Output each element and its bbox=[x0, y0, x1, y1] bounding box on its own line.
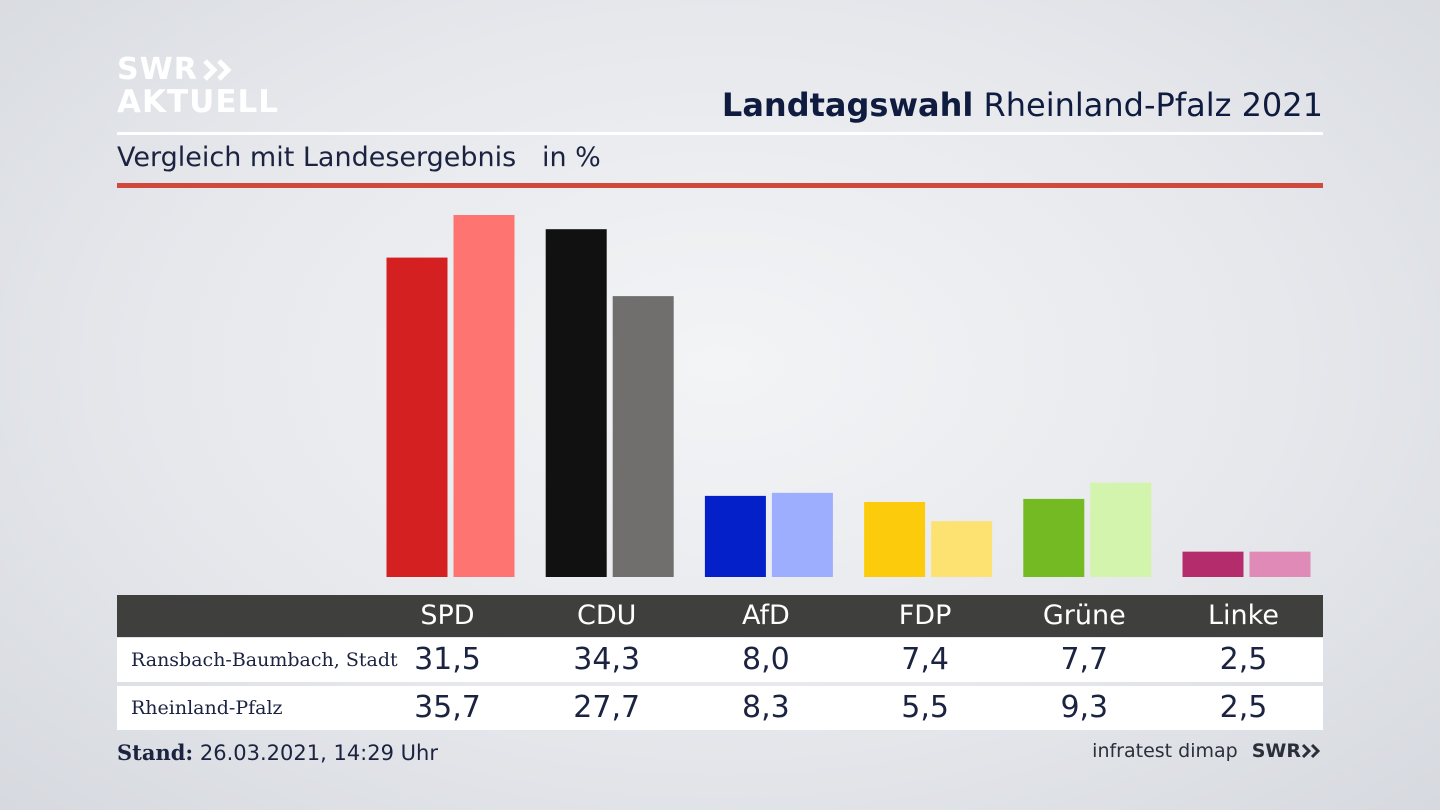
bar-fdp-local bbox=[864, 501, 926, 577]
row-label: Rheinland-Pfalz bbox=[131, 697, 283, 719]
category-label: Linke bbox=[1208, 600, 1279, 631]
value-cell: 5,5 bbox=[901, 690, 949, 725]
value-cell: 35,7 bbox=[414, 690, 481, 725]
title-divider bbox=[117, 132, 1323, 135]
bar-afd-state bbox=[771, 492, 833, 577]
source-brand: SWR bbox=[1251, 740, 1301, 762]
value-cell: 2,5 bbox=[1219, 642, 1268, 677]
bar-grüne-state bbox=[1090, 482, 1152, 577]
category-label: CDU bbox=[576, 600, 637, 631]
bar-fdp-state bbox=[931, 521, 993, 577]
source-credit: infratest dimap SWR bbox=[1092, 740, 1323, 762]
title-bold: Landtagswahl bbox=[721, 86, 974, 124]
source-name: infratest dimap bbox=[1092, 740, 1238, 762]
bar-linke-local bbox=[1182, 551, 1244, 577]
bar-linke-state bbox=[1249, 551, 1311, 577]
row-label: Ransbach-Baumbach, Stadt bbox=[131, 649, 398, 671]
bar-grüne-local bbox=[1023, 498, 1085, 577]
double-chevron-icon bbox=[1301, 743, 1321, 759]
logo-line1: SWR bbox=[117, 52, 198, 87]
category-label: FDP bbox=[898, 600, 952, 631]
bar-spd-state bbox=[453, 215, 515, 577]
value-cell: 8,0 bbox=[742, 642, 790, 677]
value-cell: 31,5 bbox=[414, 642, 481, 677]
stand-label: Stand: bbox=[117, 740, 194, 765]
value-cell: 2,5 bbox=[1219, 690, 1268, 725]
bar-spd-local bbox=[386, 257, 448, 577]
swr-aktuell-logo: SWR AKTUELL bbox=[117, 54, 279, 118]
subtitle-text: Vergleich mit Landesergebnis bbox=[117, 142, 517, 173]
bar-cdu-state bbox=[612, 296, 674, 577]
chart-subtitle: Vergleich mit Landesergebnis in % bbox=[117, 142, 601, 173]
table-row: Rheinland-Pfalz 35,7 27,7 8,3 5,5 9,3 2,5 bbox=[117, 686, 1323, 730]
accent-rule bbox=[117, 183, 1323, 188]
category-label: Grüne bbox=[1042, 600, 1126, 631]
double-chevron-icon bbox=[203, 59, 232, 81]
bar-afd-local bbox=[704, 495, 766, 577]
table-row: Ransbach-Baumbach, Stadt 31,5 34,3 8,0 7,4 7… bbox=[117, 638, 1323, 682]
value-cell: 27,7 bbox=[573, 690, 641, 725]
timestamp: Stand: 26.03.2021, 14:29 Uhr bbox=[117, 740, 438, 765]
table-header: SPD CDU AfD FDP Grüne Linke bbox=[117, 595, 1323, 637]
logo-line2: AKTUELL bbox=[117, 84, 280, 120]
value-cell: 7,7 bbox=[1060, 642, 1109, 677]
bar-cdu-local bbox=[545, 229, 607, 577]
value-cell: 9,3 bbox=[1060, 690, 1109, 725]
value-cell: 34,3 bbox=[573, 642, 641, 677]
swr-small-logo: SWR bbox=[1252, 740, 1323, 762]
category-label: SPD bbox=[420, 600, 475, 631]
category-label: AfD bbox=[741, 600, 790, 631]
title-rest: Rheinland-Pfalz 2021 bbox=[983, 86, 1323, 124]
page-title: Landtagswahl Rheinland-Pfalz 2021 bbox=[722, 86, 1323, 124]
subtitle-unit: in % bbox=[541, 142, 601, 173]
value-cell: 8,3 bbox=[742, 690, 790, 725]
stand-value: 26.03.2021, 14:29 Uhr bbox=[199, 741, 438, 765]
value-cell: 7,4 bbox=[901, 642, 949, 677]
